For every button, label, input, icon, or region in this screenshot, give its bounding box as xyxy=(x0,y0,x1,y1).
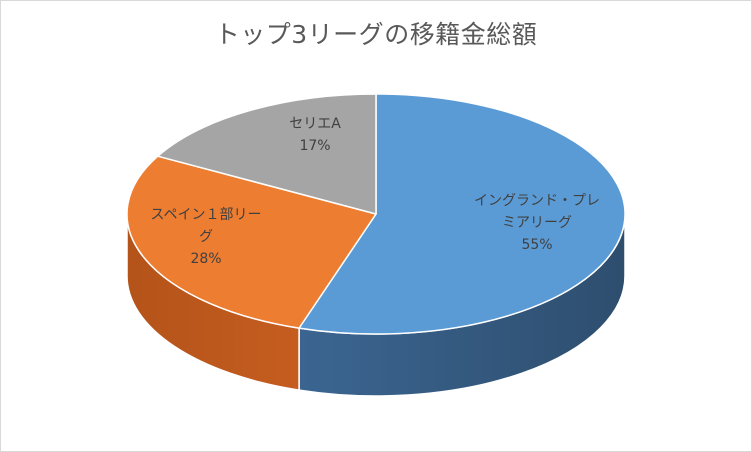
slice-value-england: 55% xyxy=(521,237,552,253)
pie-slice-italy xyxy=(157,93,377,215)
slice-label-italy: セリエA 17% xyxy=(289,116,341,154)
slice-label-england: イングランド・プレミアリーグ 55% xyxy=(474,193,600,253)
slice-name-line-italy: セリエA xyxy=(289,116,341,132)
slice-name-line-spain: スペイン１部リー xyxy=(150,207,261,223)
chart-title: トップ3リーグの移籍金総額 xyxy=(214,20,538,49)
pie-slice-england xyxy=(298,93,626,335)
pie-slice-spain xyxy=(126,155,377,329)
slice-label-spain: スペイン１部リーグ 28% xyxy=(150,207,261,267)
slice-name-line-england: イングランド・プレ xyxy=(474,193,600,209)
slice-value-italy: 17% xyxy=(299,138,330,154)
slice-name-line-england: ミアリーグ xyxy=(502,215,572,231)
slice-value-spain: 28% xyxy=(190,251,221,267)
slice-name-line-spain: グ xyxy=(199,229,213,245)
